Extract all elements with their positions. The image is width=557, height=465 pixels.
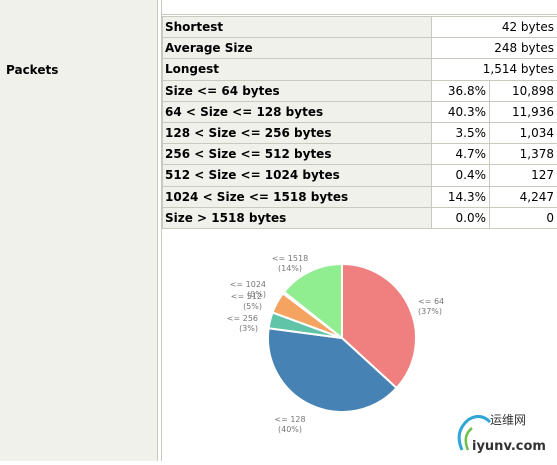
svg-text:iyunv.com: iyunv.com (472, 439, 546, 454)
row-value: 248 bytes (432, 38, 557, 59)
slice-percent-label: (0%) (247, 290, 266, 299)
row-label: Longest (163, 59, 432, 80)
slice-label: <= 1024 (230, 280, 266, 289)
row-count: 127 (490, 165, 557, 186)
slice-percent-label: (5%) (243, 302, 262, 311)
slice-label: <= 1518 (272, 254, 308, 263)
row-label: 128 < Size <= 256 bytes (163, 122, 432, 143)
row-label: 256 < Size <= 512 bytes (163, 144, 432, 165)
row-count: 10,898 (490, 80, 557, 101)
row-percent: 4.7% (432, 144, 490, 165)
left-label-column: Packets (0, 0, 158, 461)
slice-percent-label: (14%) (278, 264, 302, 273)
row-percent: 0.4% (432, 165, 490, 186)
row-count: 11,936 (490, 101, 557, 122)
row-value: 42 bytes (432, 17, 557, 38)
section-label: Packets (6, 63, 58, 77)
row-count: 4,247 (490, 186, 557, 207)
row-count: 1,034 (490, 122, 557, 143)
slice-label: <= 64 (418, 297, 444, 306)
row-label: Shortest (163, 17, 432, 38)
row-percent: 0.0% (432, 207, 490, 228)
row-percent: 14.3% (432, 186, 490, 207)
row-label: 1024 < Size <= 1518 bytes (163, 186, 432, 207)
row-count: 1,378 (490, 144, 557, 165)
slice-percent-label: (3%) (239, 324, 258, 333)
slice-percent-label: (40%) (278, 425, 302, 434)
slice-label: <= 128 (274, 415, 305, 424)
svg-text:运维网: 运维网 (490, 413, 526, 427)
row-percent: 36.8% (432, 80, 490, 101)
watermark-logo: 运维网 iyunv.com (450, 410, 557, 461)
slice-label: <= 256 (227, 314, 258, 323)
row-percent: 40.3% (432, 101, 490, 122)
slice-percent-label: (37%) (418, 307, 442, 316)
row-label: 64 < Size <= 128 bytes (163, 101, 432, 122)
top-strip (162, 0, 557, 15)
row-label: Size <= 64 bytes (163, 80, 432, 101)
row-value: 1,514 bytes (432, 59, 557, 80)
row-percent: 3.5% (432, 122, 490, 143)
row-label: Average Size (163, 38, 432, 59)
row-label: 512 < Size <= 1024 bytes (163, 165, 432, 186)
row-count: 0 (490, 207, 557, 228)
row-label: Size > 1518 bytes (163, 207, 432, 228)
